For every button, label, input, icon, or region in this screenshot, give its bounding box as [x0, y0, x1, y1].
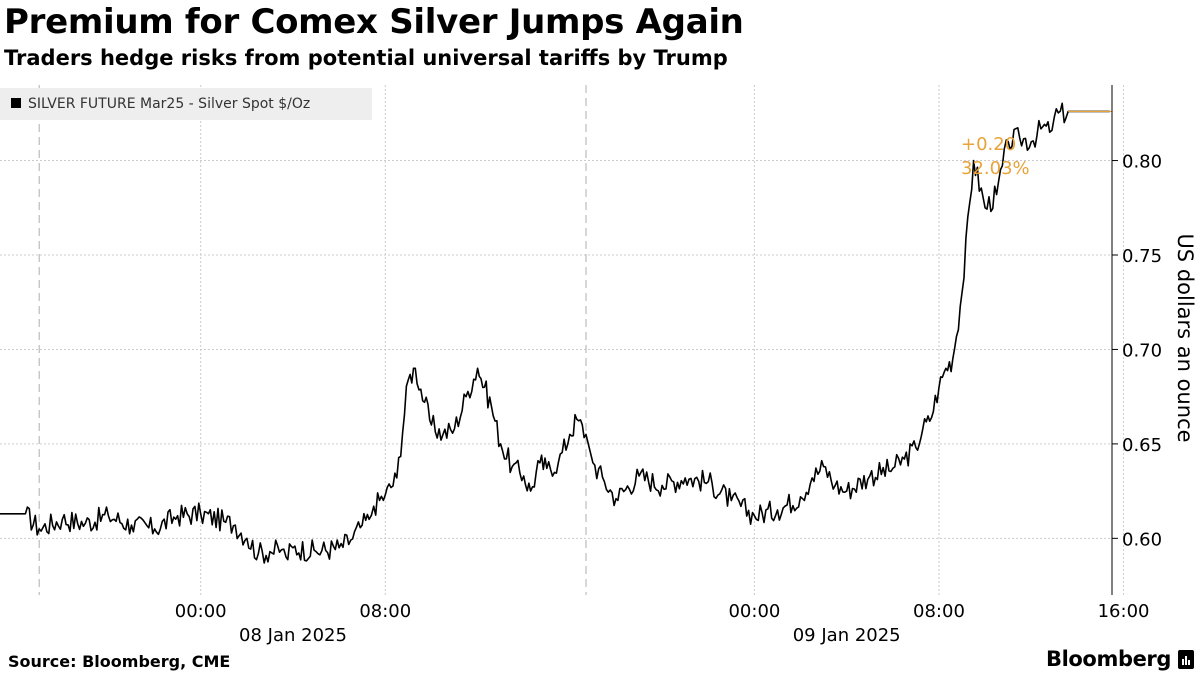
series-line	[0, 102, 1110, 564]
y-tick-label: 0.60	[1122, 529, 1162, 550]
x-tick-label: 00:00	[175, 601, 227, 622]
annotation-percent: 32.03%	[961, 158, 1030, 179]
x-date-label: 09 Jan 2025	[793, 625, 901, 646]
brand-logo: Bloomberg	[1046, 647, 1172, 671]
x-tick-label: 00:00	[728, 601, 780, 622]
legend-background	[0, 88, 372, 120]
y-tick-label: 0.70	[1122, 340, 1162, 361]
source-note: Source: Bloomberg, CME	[8, 652, 231, 671]
x-date-label: 08 Jan 2025	[239, 625, 347, 646]
session-breaks	[38, 85, 587, 595]
y-tick-label: 0.80	[1122, 152, 1162, 173]
x-tick-label: 08:00	[359, 601, 411, 622]
x-tick-label: 16:00	[1098, 601, 1150, 622]
legend-swatch	[11, 98, 21, 108]
chart-title: Premium for Comex Silver Jumps Again	[4, 2, 744, 42]
y-tick-label: 0.65	[1122, 435, 1162, 456]
x-tick-label: 08:00	[913, 601, 965, 622]
annotation-change: +0.20	[961, 134, 1016, 155]
y-axis: 0.60 0.65 0.70 0.75 0.80	[1111, 85, 1162, 595]
chart-subtitle: Traders hedge risks from potential unive…	[4, 46, 728, 70]
legend-label: SILVER FUTURE Mar25 - Silver Spot $/Oz	[28, 96, 310, 112]
y-axis-label: US dollars an ounce	[1173, 233, 1197, 442]
brand-badge-icon	[1178, 650, 1194, 669]
y-tick-label: 0.75	[1122, 246, 1162, 267]
series-lines	[0, 102, 1110, 564]
x-axis: 00:00 08:00 00:00 08:00 16:00 08 Jan 2025 09 J…	[175, 601, 1150, 646]
legend: SILVER FUTURE Mar25 - Silver Spot $/Oz	[0, 88, 372, 120]
last-value-annotation: +0.20 32.03%	[961, 110, 1112, 179]
grid-lines	[0, 85, 1125, 595]
